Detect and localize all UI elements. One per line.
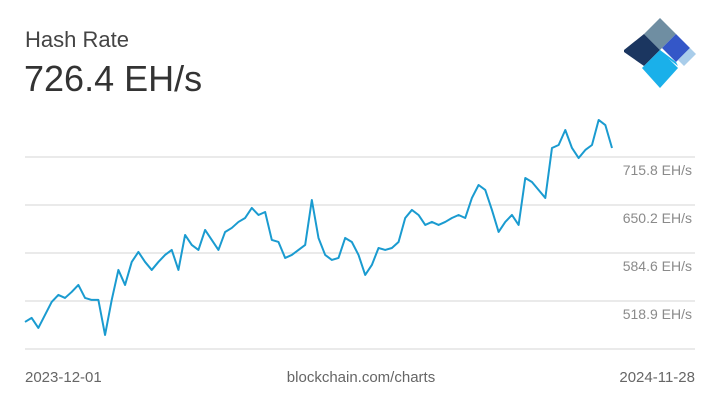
y-tick-label: 650.2 EH/s: [623, 210, 692, 226]
logo: [624, 18, 696, 88]
x-tick-label: 2023-12-01: [25, 369, 102, 386]
logo-piece: [624, 34, 660, 66]
y-tick-label: 518.9 EH/s: [623, 306, 692, 322]
data-line: [24, 118, 613, 336]
logo-piece: [660, 50, 678, 66]
logo-piece: [678, 48, 696, 66]
y-tick-label: 715.8 EH/s: [623, 162, 692, 178]
logo-piece: [642, 50, 678, 88]
chart-title: Hash Rate: [25, 27, 129, 52]
current-value: 726.4 EH/s: [24, 58, 202, 99]
y-tick-label: 584.6 EH/s: [623, 258, 692, 274]
x-tick-label: 2024-11-28: [619, 369, 695, 386]
source: blockchain.com/charts: [287, 369, 435, 386]
